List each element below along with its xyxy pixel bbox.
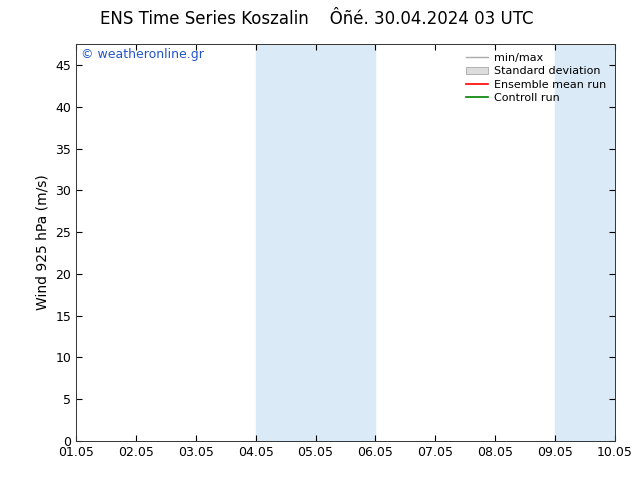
Y-axis label: Wind 925 hPa (m/s): Wind 925 hPa (m/s) bbox=[36, 174, 50, 311]
Bar bbox=[256, 44, 375, 441]
Bar bbox=[555, 44, 615, 441]
Text: ENS Time Series Koszalin    Ôñé. 30.04.2024 03 UTC: ENS Time Series Koszalin Ôñé. 30.04.2024… bbox=[100, 10, 534, 28]
Text: © weatheronline.gr: © weatheronline.gr bbox=[81, 48, 204, 61]
Legend: min/max, Standard deviation, Ensemble mean run, Controll run: min/max, Standard deviation, Ensemble me… bbox=[463, 49, 609, 106]
